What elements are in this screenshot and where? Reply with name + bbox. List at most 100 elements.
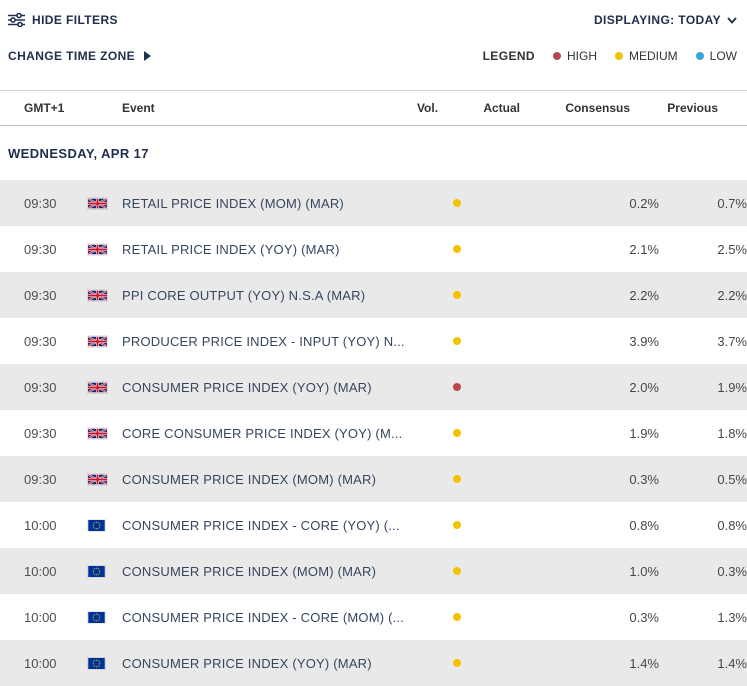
consensus-value: 1.9%: [629, 425, 659, 441]
table-row[interactable]: 09:30 PPI CORE OUTPUT (YOY) N.S.A (MAR) 2.…: [0, 272, 747, 318]
legend-item-high: HIGH: [552, 49, 597, 63]
legend-item-medium: MEDIUM: [614, 49, 678, 63]
volatility-high-dot: [439, 383, 474, 391]
event-time: 10:00: [24, 655, 57, 671]
event-time: 09:30: [24, 241, 57, 257]
previous-value: 0.3%: [717, 563, 747, 579]
column-header-time: GMT+1: [24, 101, 65, 115]
displaying-label: DISPLAYING: TODAY: [593, 13, 721, 27]
volatility-medium-dot: [439, 567, 474, 575]
arrow-right-icon: [144, 51, 152, 61]
high-dot: [552, 52, 561, 60]
table-row[interactable]: 09:30 CONSUMER PRICE INDEX (MOM) (MAR) 0.3…: [0, 456, 747, 502]
previous-value: 1.3%: [717, 609, 747, 625]
legend-item-low: LOW: [695, 49, 737, 63]
legend-item-label: HIGH: [566, 49, 597, 63]
event-name: CONSUMER PRICE INDEX (MOM) (MAR): [122, 471, 377, 487]
event-name: RETAIL PRICE INDEX (YOY) (MAR): [122, 241, 340, 257]
legend-item-label: MEDIUM: [628, 49, 678, 63]
eu-flag-icon: [88, 657, 122, 669]
table-header: GMT+1 Event Vol. Actual Consensus Previo…: [0, 90, 747, 126]
gb-flag-icon: [88, 197, 122, 209]
volatility-medium-dot: [439, 337, 474, 345]
event-name: CONSUMER PRICE INDEX (YOY) (MAR): [122, 379, 372, 395]
volatility-medium-dot: [439, 199, 474, 207]
table-row[interactable]: 09:30 CONSUMER PRICE INDEX (YOY) (MAR) 2.0…: [0, 364, 747, 410]
volatility-medium-dot: [439, 291, 474, 299]
previous-value: 2.2%: [717, 287, 747, 303]
event-time: 09:30: [24, 287, 57, 303]
eu-flag-icon: [88, 565, 122, 577]
column-header-consensus: Consensus: [565, 101, 630, 115]
consensus-value: 0.8%: [629, 517, 659, 533]
top-toolbar: HIDE FILTERS DISPLAYING: TODAY: [0, 0, 747, 31]
previous-value: 1.4%: [717, 655, 747, 671]
legend-title: LEGEND: [482, 49, 535, 63]
volatility-medium-dot: [439, 613, 474, 621]
table-row[interactable]: 09:30 CORE CONSUMER PRICE INDEX (YOY) (M.…: [0, 410, 747, 456]
eu-flag-icon: [88, 519, 122, 531]
medium-dot: [614, 52, 623, 60]
gb-flag-icon: [88, 243, 122, 255]
hide-filters-button[interactable]: HIDE FILTERS: [8, 13, 118, 27]
change-time-zone-button[interactable]: CHANGE TIME ZONE: [8, 49, 152, 63]
volatility-medium-dot: [439, 521, 474, 529]
consensus-value: 0.2%: [629, 195, 659, 211]
event-time: 09:30: [24, 333, 57, 349]
gb-flag-icon: [88, 289, 122, 301]
consensus-value: 0.3%: [629, 609, 659, 625]
consensus-value: 2.0%: [629, 379, 659, 395]
volatility-medium-dot: [439, 475, 474, 483]
displaying-dropdown[interactable]: DISPLAYING: TODAY: [594, 13, 737, 27]
previous-value: 0.5%: [717, 471, 747, 487]
table-row[interactable]: 10:00 CONSUMER PRICE INDEX - CORE (MOM) (…: [0, 594, 747, 640]
previous-value: 0.8%: [717, 517, 747, 533]
chevron-down-icon: [727, 16, 737, 24]
column-header-actual: Actual: [483, 101, 520, 115]
table-row[interactable]: 10:00 CONSUMER PRICE INDEX (YOY) (MAR) 1.4…: [0, 640, 747, 686]
legend-items: HIGH MEDIUM LOW: [552, 49, 737, 63]
event-name: CONSUMER PRICE INDEX (MOM) (MAR): [122, 563, 377, 579]
event-name: CONSUMER PRICE INDEX (YOY) (MAR): [122, 655, 372, 671]
event-name: CONSUMER PRICE INDEX - CORE (MOM) (...: [122, 609, 405, 625]
column-header-previous: Previous: [667, 101, 718, 115]
hide-filters-label: HIDE FILTERS: [32, 13, 118, 27]
volatility-medium-dot: [439, 429, 474, 437]
legend-item-label: LOW: [709, 49, 737, 63]
consensus-value: 3.9%: [629, 333, 659, 349]
gb-flag-icon: [88, 381, 122, 393]
table-row[interactable]: 10:00 CONSUMER PRICE INDEX - CORE (YOY) (…: [0, 502, 747, 548]
table-row[interactable]: 09:30 PRODUCER PRICE INDEX - INPUT (YOY) …: [0, 318, 747, 364]
previous-value: 1.9%: [717, 379, 747, 395]
event-name: RETAIL PRICE INDEX (MOM) (MAR): [122, 195, 344, 211]
event-time: 10:00: [24, 517, 57, 533]
event-time: 09:30: [24, 195, 57, 211]
volatility-medium-dot: [439, 245, 474, 253]
event-time: 09:30: [24, 425, 57, 441]
change-time-zone-label: CHANGE TIME ZONE: [8, 49, 136, 63]
consensus-value: 2.1%: [629, 241, 659, 257]
volatility-medium-dot: [439, 659, 474, 667]
event-time: 09:30: [24, 471, 57, 487]
table-row[interactable]: 10:00 CONSUMER PRICE INDEX (MOM) (MAR) 1.0…: [0, 548, 747, 594]
event-name: CORE CONSUMER PRICE INDEX (YOY) (M...: [122, 425, 403, 441]
event-name: PPI CORE OUTPUT (YOY) N.S.A (MAR): [122, 287, 366, 303]
legend: LEGEND HIGH MEDIUM LOW: [483, 49, 737, 63]
previous-value: 0.7%: [717, 195, 747, 211]
event-name: PRODUCER PRICE INDEX - INPUT (YOY) N...: [122, 333, 405, 349]
day-header: WEDNESDAY, APR 17: [8, 145, 149, 161]
consensus-value: 0.3%: [629, 471, 659, 487]
column-header-event: Event: [122, 101, 155, 115]
consensus-value: 1.4%: [629, 655, 659, 671]
table-row[interactable]: 09:30 RETAIL PRICE INDEX (MOM) (MAR) 0.2% 0…: [0, 180, 747, 226]
previous-value: 2.5%: [717, 241, 747, 257]
table-row[interactable]: 09:30 RETAIL PRICE INDEX (YOY) (MAR) 2.1% 2…: [0, 226, 747, 272]
consensus-value: 1.0%: [629, 563, 659, 579]
sub-toolbar: CHANGE TIME ZONE LEGEND HIGH MEDIUM LOW: [0, 31, 747, 67]
gb-flag-icon: [88, 335, 122, 347]
consensus-value: 2.2%: [629, 287, 659, 303]
gb-flag-icon: [88, 427, 122, 439]
event-time: 10:00: [24, 609, 57, 625]
gb-flag-icon: [88, 473, 122, 485]
